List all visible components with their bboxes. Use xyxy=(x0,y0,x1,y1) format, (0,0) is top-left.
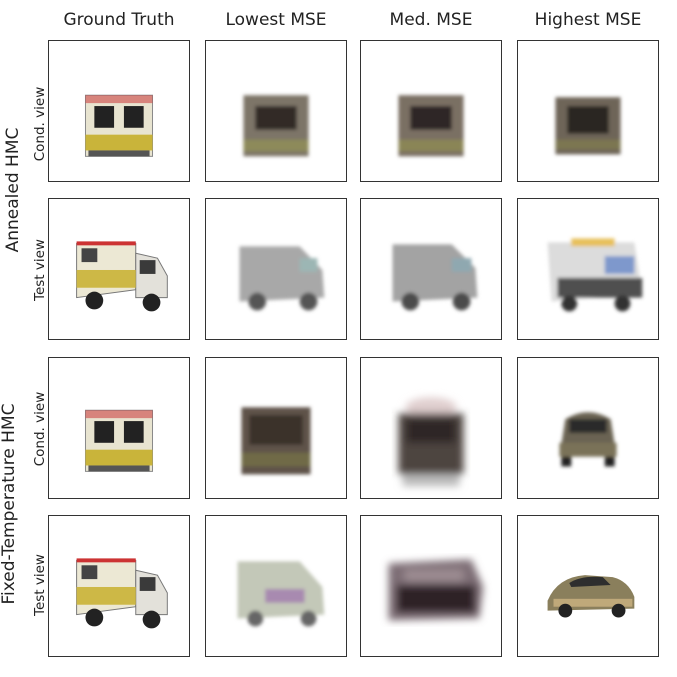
panel-med-mse xyxy=(360,357,502,499)
group-label-fixed-temperature-hmc: Fixed-Temperature HMC xyxy=(0,403,19,605)
ambulance-back-image xyxy=(84,94,154,157)
panel-lowest-mse xyxy=(205,515,347,657)
column-header-med-mse: Med. MSE xyxy=(389,10,473,30)
ambulance-back-blurred-image xyxy=(555,97,621,155)
row-label-cond-view: Cond. view xyxy=(32,391,48,467)
ambulance-back-image xyxy=(84,409,154,472)
panel-highest-mse xyxy=(517,198,659,340)
panel-med-mse xyxy=(360,198,502,340)
van-blurred-image xyxy=(239,246,325,311)
panel-ground-truth xyxy=(48,515,190,657)
ambulance-side-image xyxy=(76,558,168,629)
ambulance-back-blurred-image xyxy=(243,95,309,157)
ambulance-back-blurred-image xyxy=(398,95,464,157)
panel-lowest-mse xyxy=(205,198,347,340)
column-header-ground-truth: Ground Truth xyxy=(63,10,175,30)
ambulance-side-image xyxy=(76,241,168,312)
panel-med-mse xyxy=(360,515,502,657)
car-back-image xyxy=(559,412,617,467)
panel-ground-truth xyxy=(48,40,190,182)
row-label-test-view: Test view xyxy=(32,239,48,301)
car-side-image xyxy=(547,575,635,618)
panel-highest-mse xyxy=(517,515,659,657)
row-label-cond-view: Cond. view xyxy=(32,86,48,162)
van-blurred-image xyxy=(392,244,478,311)
column-header-lowest-mse: Lowest MSE xyxy=(225,10,327,30)
ambulance-back-blurred-image xyxy=(241,407,311,475)
van-blurred-image xyxy=(388,559,484,621)
panel-ground-truth xyxy=(48,357,190,499)
panel-ground-truth xyxy=(48,198,190,340)
panel-lowest-mse xyxy=(205,40,347,182)
panel-med-mse xyxy=(360,40,502,182)
panel-highest-mse xyxy=(517,40,659,182)
panel-lowest-mse xyxy=(205,357,347,499)
ambulance-noisy-image xyxy=(547,238,643,312)
car-back-blurred-image xyxy=(398,397,464,487)
group-label-annealed-hmc: Annealed HMC xyxy=(3,127,23,253)
row-label-test-view: Test view xyxy=(32,554,48,616)
panel-highest-mse xyxy=(517,357,659,499)
van-blurred-image xyxy=(237,561,325,627)
column-header-highest-mse: Highest MSE xyxy=(534,10,642,30)
